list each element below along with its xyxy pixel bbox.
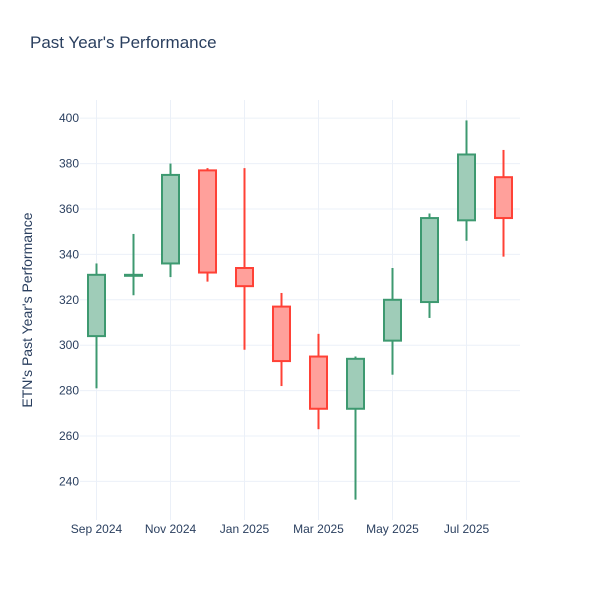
candle: [494, 149, 513, 257]
candle: [309, 333, 328, 430]
y-tick-label: 400: [59, 111, 79, 125]
candle-body: [383, 298, 402, 342]
candle-body: [457, 153, 476, 222]
x-tick-label: Nov 2024: [145, 522, 197, 536]
grid-lines: [80, 100, 520, 520]
y-axis-title: ETN's Past Year's Performance: [19, 212, 35, 407]
y-tick-label: 380: [59, 157, 79, 171]
candle: [235, 168, 254, 350]
candle: [457, 120, 476, 241]
candles: [87, 120, 513, 500]
x-tick-label: Jan 2025: [220, 522, 270, 536]
candle-body: [494, 176, 513, 220]
y-tick-label: 320: [59, 293, 79, 307]
y-tick-label: 300: [59, 338, 79, 352]
chart-title: Past Year's Performance: [30, 33, 217, 52]
x-tick-label: May 2025: [366, 522, 419, 536]
candle: [346, 356, 365, 500]
y-tick-label: 280: [59, 384, 79, 398]
candle-body: [309, 355, 328, 410]
candle: [198, 168, 217, 282]
x-tick-label: Sep 2024: [71, 522, 123, 536]
x-tick-label: Mar 2025: [293, 522, 344, 536]
candle: [272, 292, 291, 387]
x-tick-label: Jul 2025: [444, 522, 490, 536]
y-axis-ticks: 240 260 280 300 320 340 360 380 400: [59, 111, 79, 488]
candle: [87, 263, 106, 389]
candle: [420, 213, 439, 318]
candle-body: [235, 267, 254, 288]
candle-body: [87, 273, 106, 338]
candle-body: [420, 217, 439, 304]
y-tick-label: 340: [59, 247, 79, 261]
y-tick-label: 260: [59, 429, 79, 443]
y-tick-label: 240: [59, 474, 79, 488]
candle-body: [124, 273, 143, 277]
candle-body: [346, 357, 365, 410]
candle-body: [161, 173, 180, 265]
candle-body: [272, 305, 291, 363]
candle: [383, 268, 402, 375]
candle-body: [198, 169, 217, 274]
candle: [161, 163, 180, 278]
candle: [124, 233, 143, 296]
y-tick-label: 360: [59, 202, 79, 216]
x-axis-ticks: Sep 2024 Nov 2024 Jan 2025 Mar 2025 May 2025…: [71, 522, 490, 536]
